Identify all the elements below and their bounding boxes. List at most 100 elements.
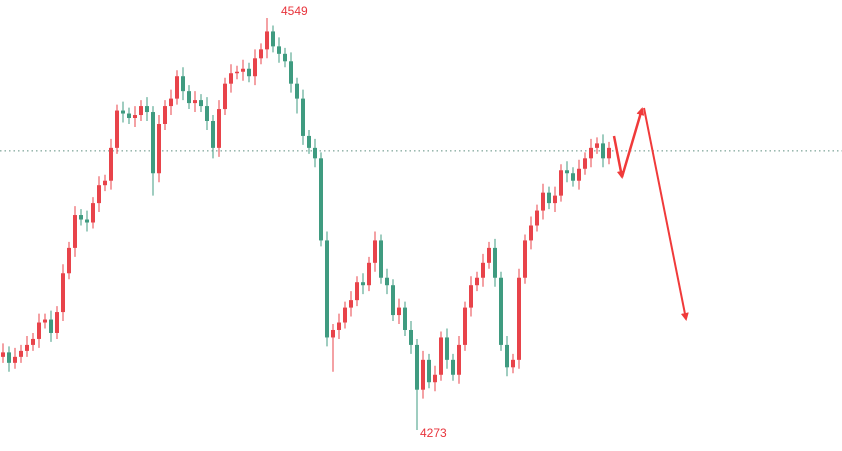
high-price-label: 4549 (281, 4, 308, 18)
candle-body (277, 46, 281, 54)
candle (253, 49, 257, 86)
candle-body (463, 307, 467, 345)
candle-body (595, 143, 599, 148)
candle (301, 89, 305, 145)
candle (379, 234, 383, 284)
candle (529, 216, 533, 250)
arrow-down-long (643, 107, 689, 321)
candle (319, 152, 323, 247)
candle-body (145, 106, 149, 113)
candle (403, 301, 407, 336)
candle (289, 52, 293, 93)
candle-body (361, 282, 365, 286)
candle (391, 279, 395, 322)
candle-body (127, 113, 131, 119)
candle (571, 167, 575, 187)
candle (271, 25, 275, 53)
candle (577, 159, 581, 190)
candle-body (67, 247, 71, 274)
candle-body (283, 53, 287, 62)
candle-body (37, 322, 41, 339)
candle-body (97, 185, 101, 204)
candle (505, 335, 509, 377)
candle-body (151, 112, 155, 174)
candle (283, 47, 287, 68)
candle (211, 115, 215, 159)
candle-body (319, 158, 323, 241)
candle-body (493, 247, 497, 278)
candle (19, 344, 23, 363)
candle-body (193, 100, 197, 104)
candle (397, 298, 401, 325)
forecast-arrows (612, 107, 689, 321)
candle (331, 324, 335, 372)
candle-body (433, 374, 437, 383)
candle (493, 238, 497, 287)
candle (547, 186, 551, 210)
candle (25, 335, 29, 357)
candle-body (601, 143, 605, 159)
candle (241, 59, 245, 81)
candle-body (271, 31, 275, 47)
candle-body (535, 210, 539, 226)
candle (541, 183, 545, 220)
candle-body (175, 76, 179, 99)
candle (1, 343, 5, 363)
candle (463, 301, 467, 351)
candle (199, 94, 203, 113)
candle-body (397, 307, 401, 316)
candle-body (199, 100, 203, 107)
candle-body (295, 83, 299, 99)
candle-body (451, 359, 455, 375)
candle-body (211, 121, 215, 148)
candle (385, 268, 389, 295)
candle-body (373, 240, 377, 263)
candle (67, 241, 71, 280)
candle-body (241, 68, 245, 72)
candle (79, 209, 83, 226)
candle (589, 138, 593, 168)
candle (325, 231, 329, 347)
candle (535, 204, 539, 232)
candle (451, 353, 455, 381)
candle (223, 77, 227, 116)
candle (469, 276, 473, 317)
candle (187, 85, 191, 110)
candle-body (115, 110, 119, 148)
candle-body (235, 71, 239, 74)
candle (121, 101, 125, 123)
candle-body (205, 106, 209, 121)
candle (367, 256, 371, 292)
candle (355, 276, 359, 307)
candle (361, 273, 365, 295)
candle-body (31, 338, 35, 345)
candle (139, 100, 143, 121)
candle (37, 313, 41, 348)
candle (157, 115, 161, 183)
candle-body (421, 359, 425, 390)
candle (523, 234, 527, 284)
candle (517, 268, 521, 369)
candle-body (391, 285, 395, 316)
candle (73, 206, 77, 257)
candle-body (325, 240, 329, 338)
candle-body (517, 277, 521, 360)
candle-body (409, 329, 413, 345)
candle-body (187, 91, 191, 104)
candle-body (547, 192, 551, 204)
candle-body (133, 115, 137, 119)
candle (583, 152, 587, 175)
candle (43, 313, 47, 329)
candle-body (349, 300, 353, 308)
candle (439, 331, 443, 381)
candle-body (85, 219, 89, 223)
candle-body (13, 356, 17, 363)
candle (337, 313, 341, 339)
candle-body (259, 49, 263, 59)
candle-body (103, 180, 107, 186)
candle-body (55, 312, 59, 333)
candle-body (247, 68, 251, 77)
candle-body (301, 98, 305, 136)
candle-body (523, 240, 527, 278)
candle-body (607, 147, 611, 159)
